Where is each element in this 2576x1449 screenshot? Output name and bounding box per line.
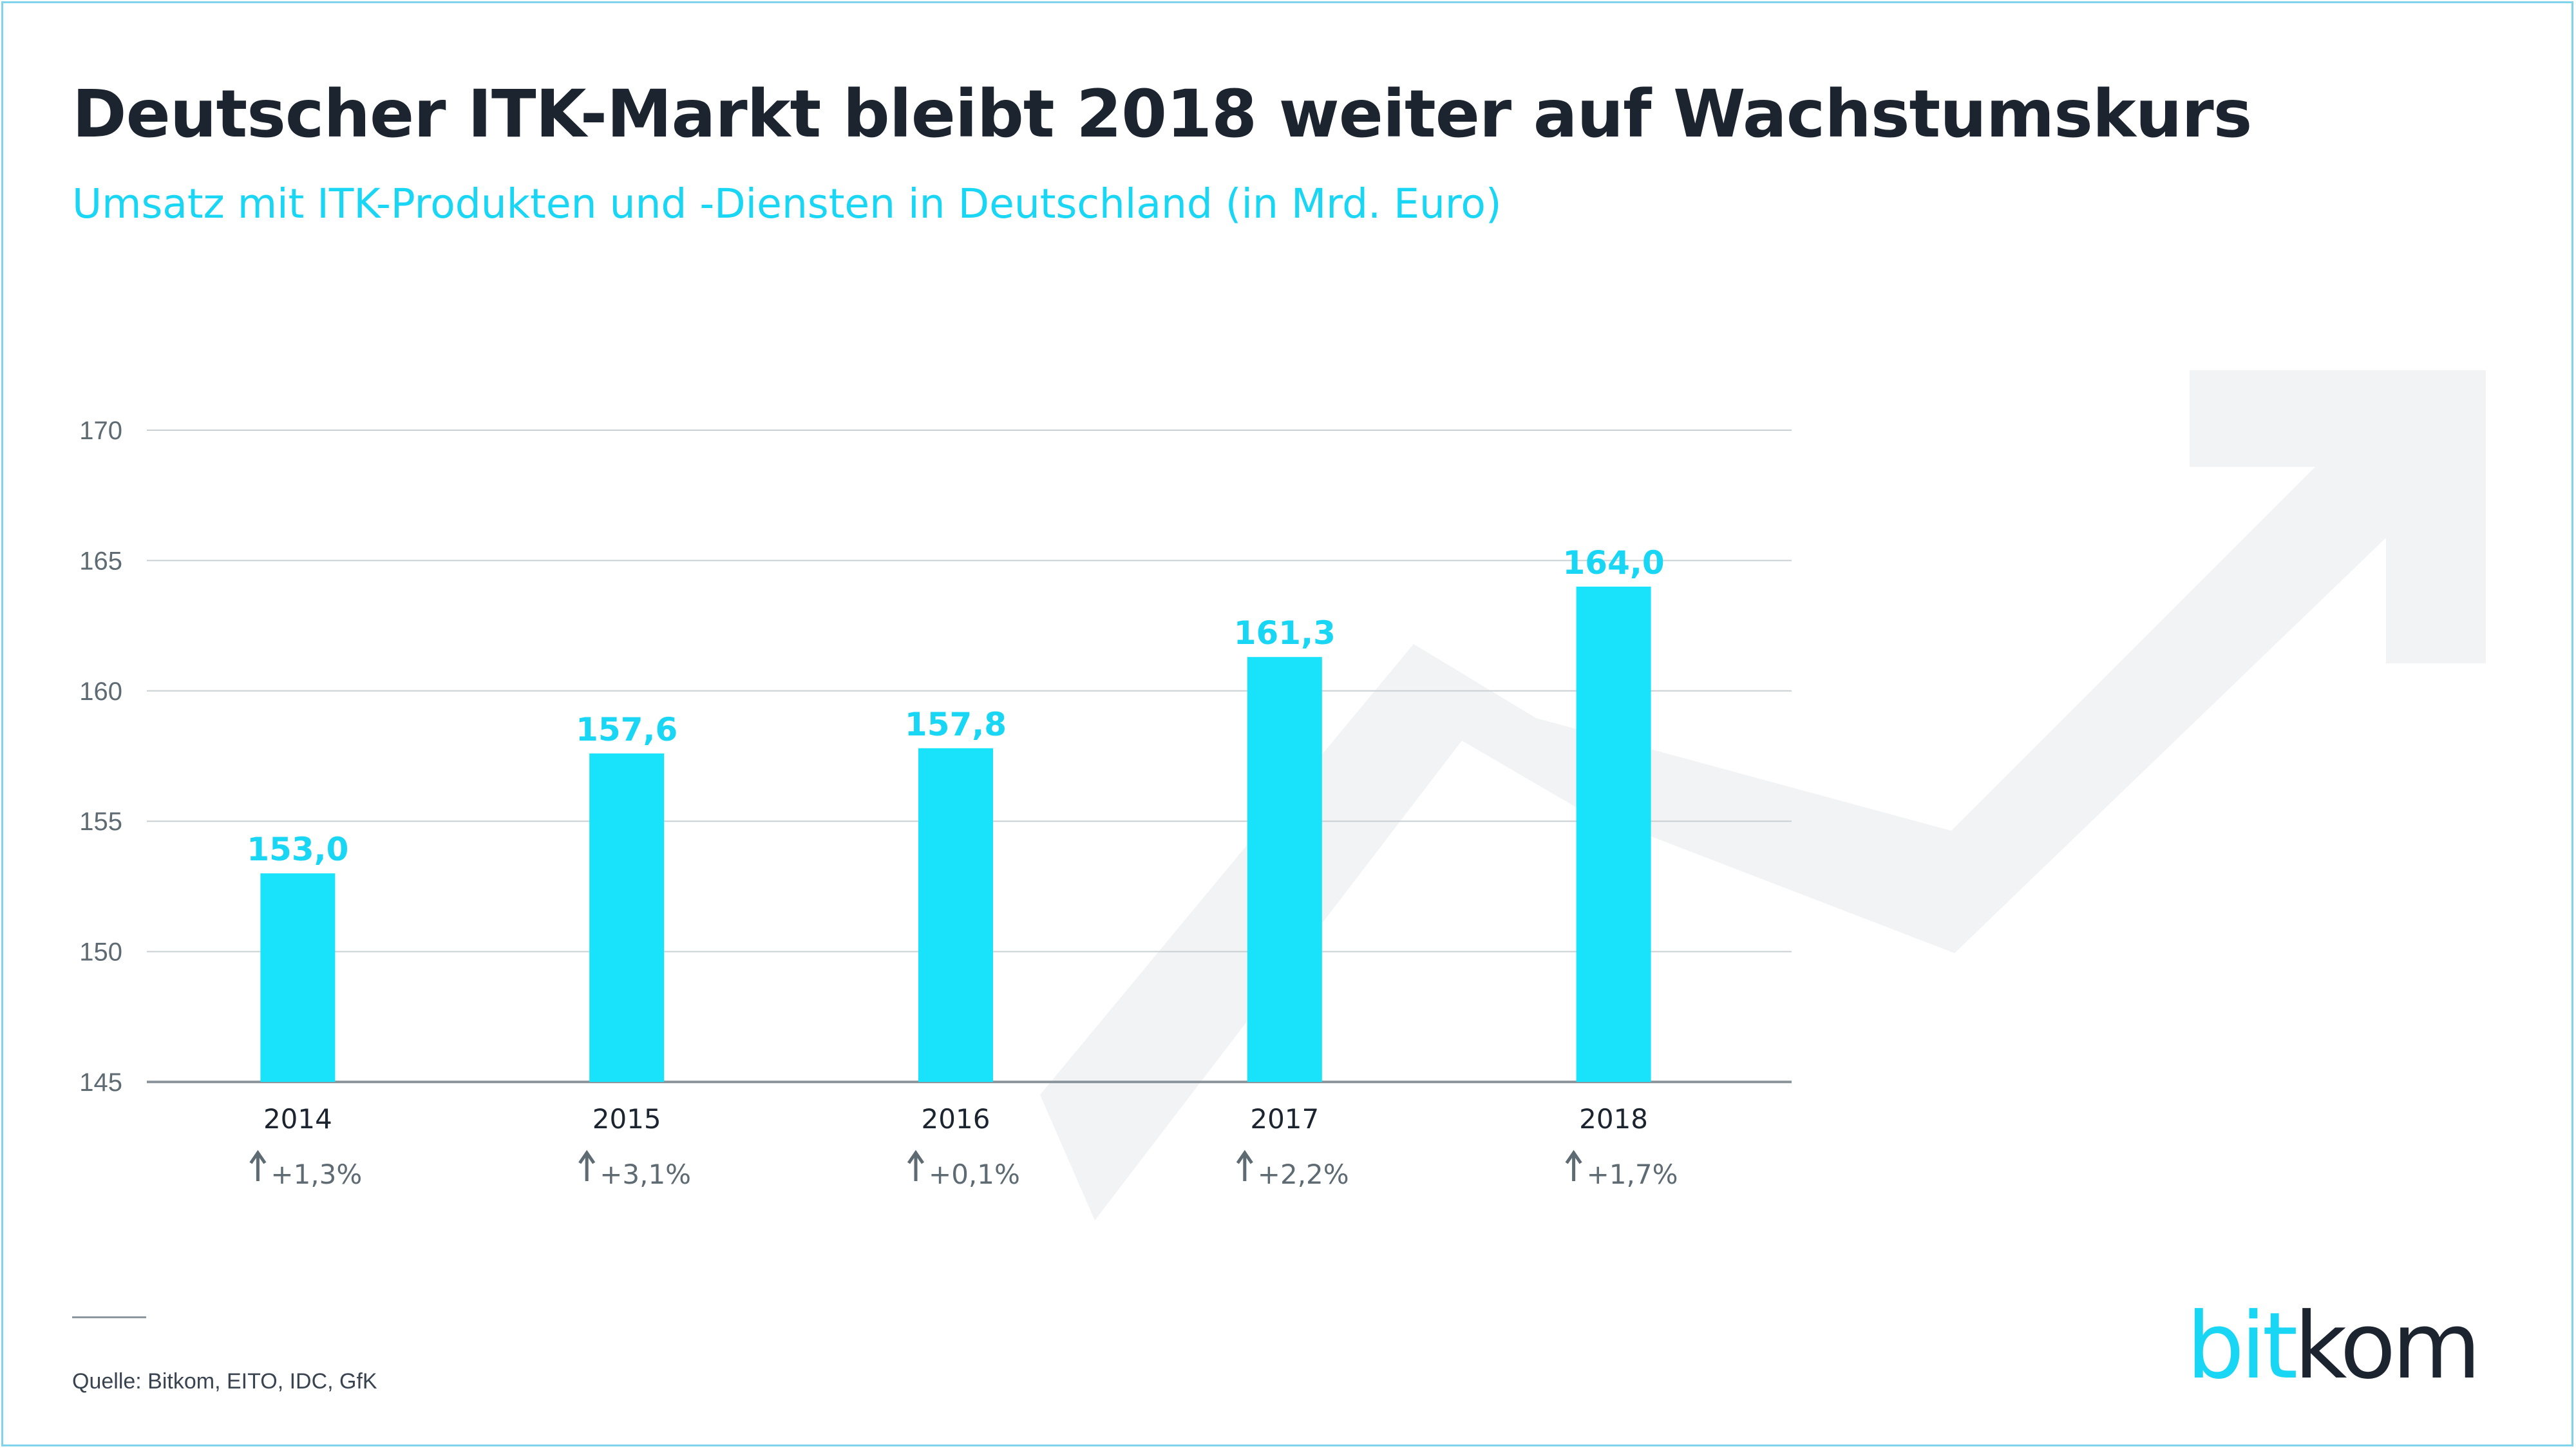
arrow-up-head bbox=[578, 1150, 596, 1164]
data-label: 153,0 bbox=[247, 831, 348, 868]
arrow-up-icon bbox=[249, 1150, 267, 1181]
y-tick-label: 145 bbox=[79, 1068, 122, 1097]
bar-2017 bbox=[1247, 657, 1322, 1082]
bar-2015 bbox=[589, 753, 665, 1082]
x-tick-label: 2018 bbox=[1579, 1103, 1648, 1135]
logo-part-bit: bit bbox=[2186, 1293, 2298, 1399]
y-tick-label: 165 bbox=[79, 547, 122, 575]
arrow-up-head bbox=[1236, 1150, 1253, 1164]
bar-2018 bbox=[1576, 586, 1651, 1082]
logo-part-kom: kom bbox=[2294, 1293, 2481, 1399]
growth-label: +1,3% bbox=[270, 1159, 362, 1190]
growth-label: +2,2% bbox=[1258, 1159, 1349, 1190]
x-tick-label: 2017 bbox=[1250, 1103, 1319, 1135]
growth-label: +1,7% bbox=[1587, 1159, 1678, 1190]
trend-arrow-icon bbox=[1040, 370, 2486, 1220]
y-tick-label: 155 bbox=[79, 808, 122, 836]
y-tick-label: 170 bbox=[79, 417, 122, 445]
arrow-up-icon bbox=[1565, 1150, 1582, 1181]
x-tick-label: 2016 bbox=[922, 1103, 990, 1135]
chart-title: Deutscher ITK-Markt bleibt 2018 weiter a… bbox=[72, 76, 2252, 153]
arrow-up-head bbox=[249, 1150, 267, 1164]
bars: 153,0 157,6 157,8 161,3 164,0 bbox=[247, 544, 1665, 1082]
growth-indicator: +1,3% bbox=[249, 1150, 362, 1190]
growth-indicator: +0,1% bbox=[907, 1150, 1020, 1190]
footer-divider bbox=[72, 1316, 146, 1318]
growth-indicator: +3,1% bbox=[578, 1150, 691, 1190]
arrow-up-head bbox=[1565, 1150, 1582, 1164]
data-label: 161,3 bbox=[1234, 614, 1336, 652]
data-label: 157,8 bbox=[905, 706, 1007, 743]
bar-2016 bbox=[918, 748, 993, 1082]
data-label: 157,6 bbox=[576, 711, 677, 748]
x-tick-label: 2014 bbox=[263, 1103, 332, 1135]
arrow-up-icon bbox=[578, 1150, 596, 1181]
growth-indicator: +2,2% bbox=[1236, 1150, 1349, 1190]
bitkom-logo: bitkom bbox=[2186, 1301, 2481, 1392]
growth-label: +3,1% bbox=[600, 1159, 691, 1190]
y-tick-label: 160 bbox=[79, 677, 122, 706]
arrow-up-icon bbox=[1236, 1150, 1253, 1181]
bar-2014 bbox=[260, 873, 336, 1082]
x-tick-label: 2015 bbox=[592, 1103, 661, 1135]
growth-indicator: +1,7% bbox=[1565, 1150, 1678, 1190]
arrow-up-head bbox=[907, 1150, 925, 1164]
x-axis: 2014 +1,3% 2015 +3,1% 2016 +0,1% 2017 +2,2% 2018… bbox=[249, 1103, 1678, 1190]
data-label: 164,0 bbox=[1563, 544, 1665, 582]
growth-label: +0,1% bbox=[929, 1159, 1020, 1190]
arrow-up-icon bbox=[907, 1150, 925, 1181]
source-note: Quelle: Bitkom, EITO, IDC, GfK bbox=[72, 1369, 377, 1394]
y-tick-label: 150 bbox=[79, 938, 122, 967]
y-axis: 145 150 155 160 165 170 bbox=[79, 417, 122, 1097]
chart-subtitle: Umsatz mit ITK-Produkten und -Diensten i… bbox=[72, 180, 1502, 227]
trend-arrow-shape bbox=[1040, 370, 2486, 1220]
